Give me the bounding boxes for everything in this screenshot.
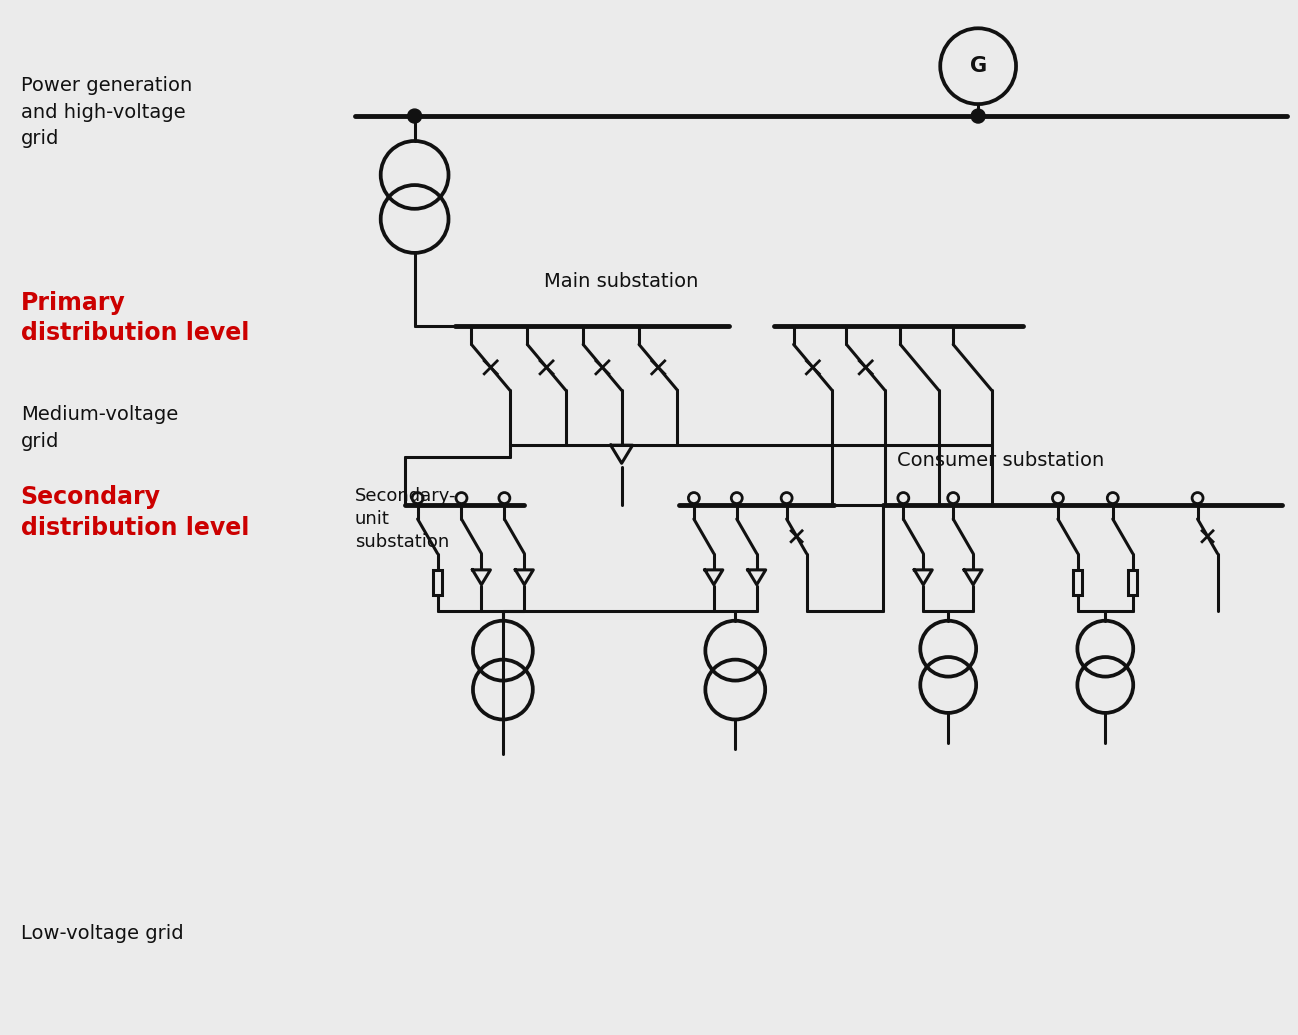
Bar [434, 570, 443, 595]
Text: Secondary-
unit
substation: Secondary- unit substation [354, 487, 457, 551]
Text: Consumer substation: Consumer substation [897, 451, 1105, 470]
Text: Primary
distribution level: Primary distribution level [21, 291, 249, 346]
Text: G: G [970, 56, 986, 77]
Bar [1073, 570, 1083, 595]
Text: Main substation: Main substation [544, 271, 698, 291]
Circle shape [971, 109, 985, 123]
Text: Secondary
distribution level: Secondary distribution level [21, 485, 249, 539]
Text: Low-voltage grid: Low-voltage grid [21, 924, 183, 943]
Text: Power generation
and high-voltage
grid: Power generation and high-voltage grid [21, 77, 192, 148]
Circle shape [408, 109, 422, 123]
Text: Medium-voltage
grid: Medium-voltage grid [21, 406, 178, 451]
Bar [1128, 570, 1137, 595]
